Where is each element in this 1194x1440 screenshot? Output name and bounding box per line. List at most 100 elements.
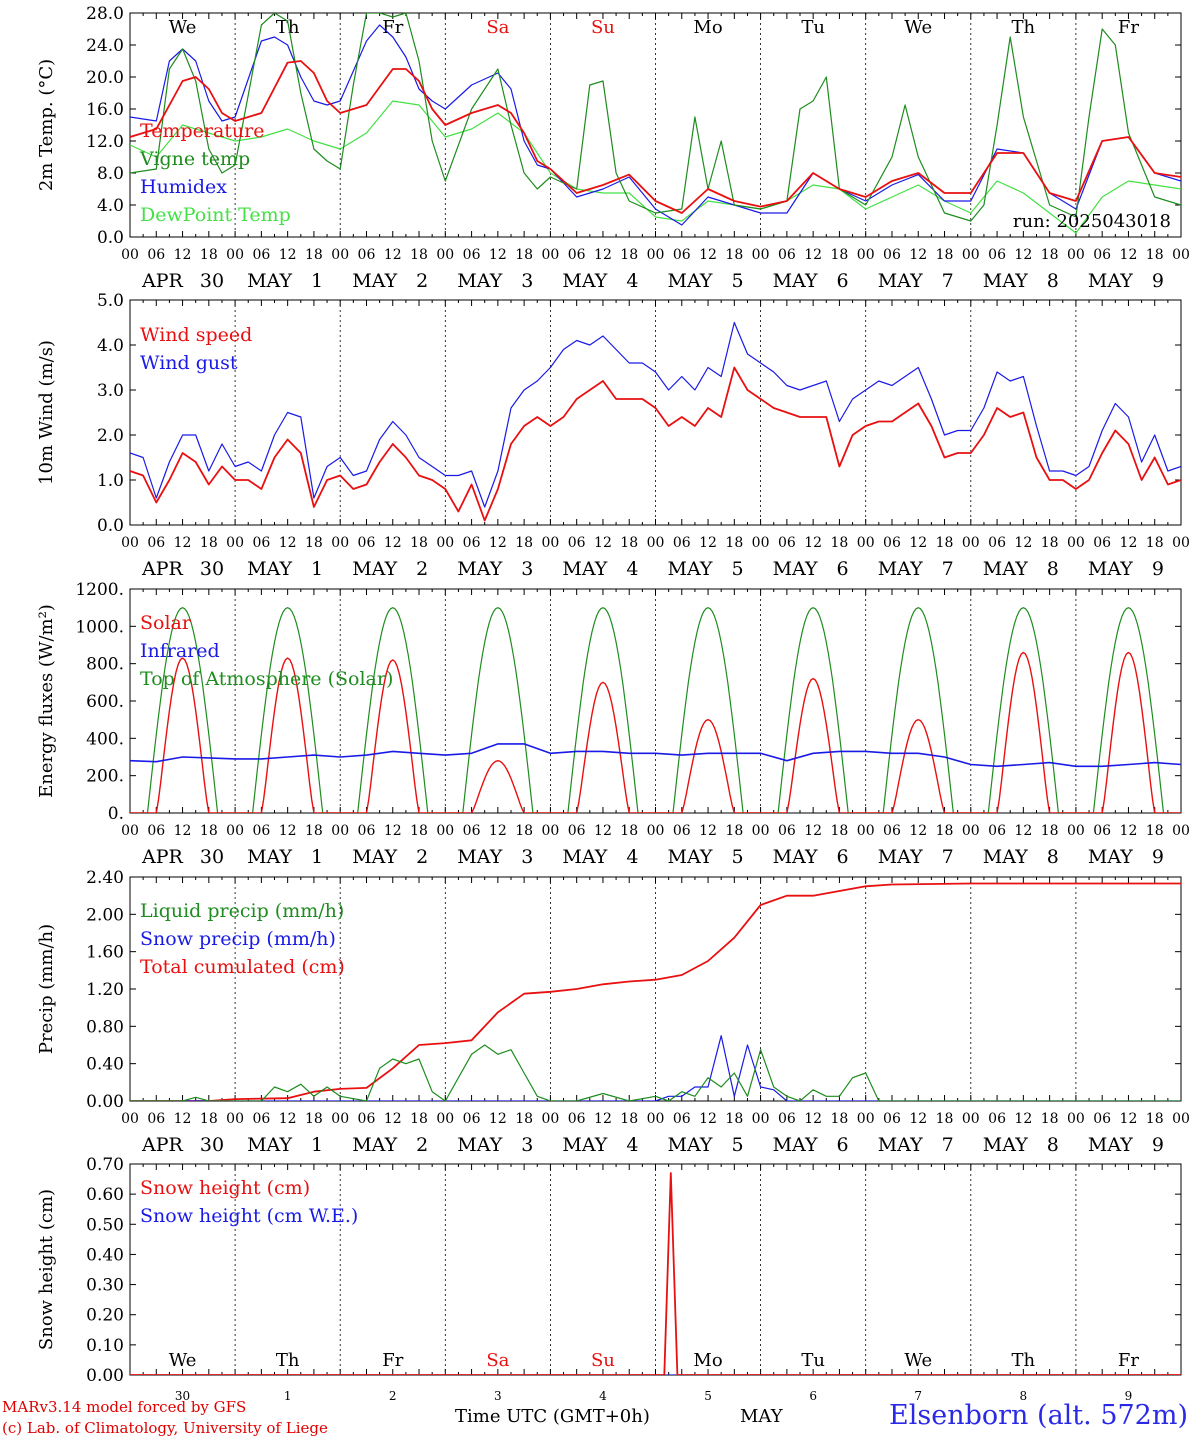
y-tick-label: 0.: [108, 804, 124, 824]
hour-tick-label: 12: [594, 1111, 612, 1127]
hour-tick-label: 18: [410, 247, 428, 263]
hour-tick-label: 18: [515, 535, 533, 551]
date-day-label: 8: [1047, 1134, 1059, 1156]
hour-tick-label: 00: [331, 535, 349, 551]
hour-tick-label: 12: [279, 823, 297, 839]
hour-tick-label: 06: [463, 1111, 481, 1127]
date-day-label: 8: [1047, 558, 1059, 580]
weekday-label: Mo: [693, 17, 722, 38]
weekday-label: Th: [1012, 17, 1036, 38]
date-day-label: 4: [626, 558, 638, 580]
date-month-label: MAY: [983, 1134, 1028, 1156]
hour-tick-label: 12: [699, 1111, 717, 1127]
date-day-label: 4: [626, 846, 638, 868]
series-line-vigne-temp: [130, 13, 1181, 222]
series-line-wind-speed: [130, 366, 1181, 522]
hour-tick-label: 12: [489, 247, 507, 263]
lab-credit: (c) Lab. of Climatology, University of L…: [2, 1419, 328, 1437]
hour-tick-label: 00: [1172, 823, 1190, 839]
y-tick-label: 8.0: [97, 164, 124, 184]
hour-tick-label: 12: [1014, 535, 1032, 551]
date-day-label: 3: [521, 270, 533, 292]
hour-tick-label: 00: [121, 823, 139, 839]
hour-tick-label: 12: [804, 247, 822, 263]
hour-tick-label: 06: [463, 823, 481, 839]
run-label: run: 2025043018: [1013, 211, 1171, 232]
date-day-label: 7: [942, 558, 954, 580]
hour-tick-label: 06: [778, 823, 796, 839]
model-credit: MARv3.14 model forced by GFS: [2, 1398, 247, 1416]
hour-tick-label: 18: [200, 247, 218, 263]
y-tick-label: 1.60: [86, 943, 124, 963]
hour-tick-label: 00: [857, 823, 875, 839]
month-label: MAY: [740, 1406, 783, 1427]
hour-tick-label: 00: [331, 247, 349, 263]
y-tick-label: 1200.: [75, 580, 124, 600]
date-day-label: 5: [731, 846, 743, 868]
hour-tick-label: 18: [1041, 247, 1059, 263]
hour-tick-label: 06: [883, 1111, 901, 1127]
date-day-label: 4: [626, 1134, 638, 1156]
date-month-label: MAY: [878, 846, 923, 868]
y-tick-label: 5.0: [97, 291, 124, 311]
hour-tick-label: 18: [1146, 247, 1164, 263]
hour-tick-label: 00: [962, 535, 980, 551]
hour-tick-label: 18: [305, 1111, 323, 1127]
legend-entry: Total cumulated (cm): [140, 956, 345, 978]
hour-tick-label: 06: [883, 535, 901, 551]
day-number-label: 1: [284, 1389, 292, 1400]
hour-tick-label: 18: [515, 247, 533, 263]
hour-tick-label: 12: [594, 535, 612, 551]
weekday-label: Th: [276, 17, 300, 38]
hour-tick-label: 06: [568, 1111, 586, 1127]
hour-tick-label: 18: [1146, 823, 1164, 839]
date-month-label: MAY: [562, 270, 607, 292]
weekday-label: Sa: [486, 1350, 509, 1371]
date-day-label: 6: [837, 270, 849, 292]
hour-tick-label: 12: [909, 535, 927, 551]
hour-tick-label: 18: [1041, 1111, 1059, 1127]
hour-tick-label: 00: [541, 823, 559, 839]
weekday-label: Tu: [801, 17, 825, 38]
hour-tick-label: 18: [200, 1111, 218, 1127]
hour-tick-label: 00: [226, 247, 244, 263]
hour-tick-label: 00: [647, 1111, 665, 1127]
y-tick-label: 12.0: [86, 132, 124, 152]
hour-tick-label: 12: [384, 823, 402, 839]
series-line-humidex: [130, 24, 1181, 226]
hour-tick-label: 00: [541, 1111, 559, 1127]
y-tick-label: 16.0: [86, 100, 124, 120]
hour-tick-label: 12: [174, 535, 192, 551]
hour-tick-label: 12: [174, 247, 192, 263]
date-month-label: MAY: [983, 558, 1028, 580]
hour-tick-label: 00: [647, 247, 665, 263]
date-month-label: MAY: [878, 558, 923, 580]
y-tick-label: 2.40: [86, 868, 124, 888]
hour-tick-label: 18: [936, 535, 954, 551]
y-tick-label: 0.20: [86, 1306, 124, 1326]
y-tick-label: 400.: [86, 729, 124, 749]
y-tick-label: 200.: [86, 767, 124, 787]
weekday-label: Fr: [1118, 17, 1139, 38]
date-month-label: MAY: [457, 846, 502, 868]
weekday-label: Fr: [382, 1350, 403, 1371]
day-number-label: 6: [809, 1389, 817, 1400]
hour-tick-label: 12: [174, 823, 192, 839]
hour-tick-label: 18: [936, 1111, 954, 1127]
hour-tick-label: 18: [725, 535, 743, 551]
hour-tick-label: 00: [647, 535, 665, 551]
hour-tick-label: 12: [804, 535, 822, 551]
date-month-label: MAY: [562, 1134, 607, 1156]
hour-tick-label: 00: [962, 823, 980, 839]
hour-tick-label: 00: [1067, 1111, 1085, 1127]
date-day-label: 30: [200, 1134, 224, 1156]
date-month-label: MAY: [773, 1134, 818, 1156]
date-month-label: MAY: [352, 270, 397, 292]
hour-tick-label: 12: [384, 247, 402, 263]
date-day-label: 5: [731, 270, 743, 292]
date-month-label: MAY: [247, 558, 292, 580]
hour-tick-label: 00: [752, 247, 770, 263]
hour-tick-label: 18: [1041, 535, 1059, 551]
hour-tick-label: 18: [1146, 1111, 1164, 1127]
